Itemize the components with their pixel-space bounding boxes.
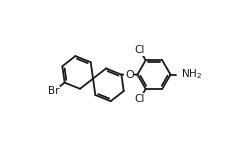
Text: Cl: Cl [135,45,145,55]
Text: Br: Br [48,86,59,96]
Text: NH$_2$: NH$_2$ [181,68,202,82]
Text: O: O [125,70,134,80]
Text: Cl: Cl [135,94,145,104]
